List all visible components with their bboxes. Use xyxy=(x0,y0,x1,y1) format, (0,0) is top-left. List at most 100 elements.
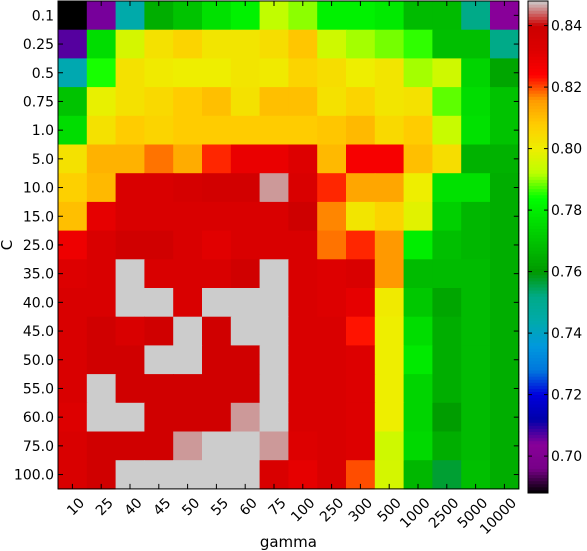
heatmap-cell xyxy=(173,58,203,88)
heatmap-cell xyxy=(317,288,347,318)
colorbar-band xyxy=(528,465,548,469)
colorbar-band xyxy=(528,22,548,27)
x-tick-label: 2500 xyxy=(426,495,463,532)
colorbar-band xyxy=(528,179,548,183)
heatmap-cell xyxy=(115,201,145,232)
heatmap-cell xyxy=(374,201,405,232)
heatmap-cell xyxy=(403,230,433,260)
heatmap-cell xyxy=(288,201,318,232)
colorbar-band xyxy=(528,253,548,257)
heatmap-cell xyxy=(202,144,232,174)
colorbar-band xyxy=(528,13,548,17)
colorbar-band xyxy=(528,431,548,436)
heatmap-cell xyxy=(374,288,405,318)
heatmap-cell xyxy=(115,115,145,146)
x-axis-label: gamma xyxy=(260,533,317,551)
colorbar-band xyxy=(528,382,548,386)
heatmap-cell xyxy=(202,173,232,203)
heatmap-cell xyxy=(374,173,405,203)
colorbar-band xyxy=(528,188,548,193)
heatmap-cell xyxy=(403,29,433,59)
y-tick-label: 25.0 xyxy=(23,238,54,254)
heatmap-cell xyxy=(346,402,376,433)
heatmap-cell xyxy=(288,431,318,461)
colorbar-band xyxy=(528,1,548,5)
heatmap-cell xyxy=(144,58,174,88)
heatmap-cell xyxy=(403,431,433,461)
colorbar-band xyxy=(528,449,548,454)
colorbar-band xyxy=(528,477,548,482)
colorbar-band xyxy=(528,148,548,153)
colorbar-band xyxy=(528,320,548,325)
heatmap-cell xyxy=(202,316,232,346)
colorbar-band xyxy=(528,19,548,24)
heatmap-cell xyxy=(230,173,261,203)
colorbar-band xyxy=(528,474,548,479)
colorbar-band xyxy=(528,213,548,217)
heatmap-cell xyxy=(432,173,462,203)
heatmap-cell xyxy=(288,29,318,59)
colorbar-band xyxy=(528,296,548,300)
heatmap-cell xyxy=(317,431,347,461)
x-tick-label: 45 xyxy=(150,495,174,519)
x-tick-label: 60 xyxy=(237,495,261,519)
colorbar-band xyxy=(528,182,548,186)
heatmap-cell xyxy=(259,259,289,289)
colorbar-band xyxy=(528,34,548,39)
heatmap-cell xyxy=(144,87,174,117)
colorbar-band xyxy=(528,394,548,399)
heatmap-cell xyxy=(115,402,145,433)
heatmap-cell xyxy=(432,201,462,232)
heatmap-cell xyxy=(374,345,405,375)
colorbar-band xyxy=(528,486,548,491)
colorbar-band xyxy=(528,299,548,303)
heatmap-cell xyxy=(461,29,491,59)
y-tick-label: 1.0 xyxy=(32,123,54,139)
y-tick-label: 0.75 xyxy=(23,94,54,110)
colorbar-band xyxy=(528,409,548,414)
heatmap-cell xyxy=(461,87,491,117)
colorbar-band xyxy=(528,262,548,266)
colorbar-band xyxy=(528,354,548,359)
colorbar-band xyxy=(528,240,548,245)
colorbar-band xyxy=(528,216,548,220)
heatmap-cell xyxy=(403,115,433,146)
heatmap-cell xyxy=(432,288,462,318)
heatmap-cell xyxy=(86,402,117,433)
heatmap-cell xyxy=(403,345,433,375)
colorbar-band xyxy=(528,419,548,423)
colorbar-band xyxy=(528,326,548,331)
heatmap-cell xyxy=(202,288,232,318)
heatmap-cell xyxy=(230,288,261,318)
heatmap-cell xyxy=(432,259,462,289)
heatmap-cell xyxy=(230,58,261,88)
heatmap-cell xyxy=(432,230,462,260)
heatmap-cell xyxy=(259,29,289,59)
heatmap-cell xyxy=(144,259,174,289)
colorbar-band xyxy=(528,489,548,494)
colorbar-band xyxy=(528,453,548,457)
heatmap-cell xyxy=(317,201,347,232)
heatmap-cell xyxy=(173,316,203,346)
heatmap-cell xyxy=(86,58,117,88)
heatmap-cell xyxy=(461,316,491,346)
heatmap-cell xyxy=(173,230,203,260)
heatmap-cell xyxy=(288,115,318,146)
heatmap-cell xyxy=(230,201,261,232)
heatmap-cell xyxy=(202,29,232,59)
colorbar-band xyxy=(528,225,548,230)
heatmap-cell xyxy=(346,115,376,146)
colorbar-band xyxy=(528,323,548,328)
colorbar-band xyxy=(528,416,548,420)
heatmap-cell xyxy=(461,201,491,232)
heatmap-cell xyxy=(288,288,318,318)
colorbar-band xyxy=(528,127,548,131)
y-tick-label: 75.0 xyxy=(23,439,54,455)
colorbar-band xyxy=(528,456,548,460)
heatmap-cell xyxy=(259,316,289,346)
colorbar-band xyxy=(528,117,548,122)
colorbar-band xyxy=(528,219,548,223)
colorbar-frame xyxy=(527,0,549,494)
colorbar-band xyxy=(528,203,548,208)
heatmap-cell xyxy=(259,345,289,375)
